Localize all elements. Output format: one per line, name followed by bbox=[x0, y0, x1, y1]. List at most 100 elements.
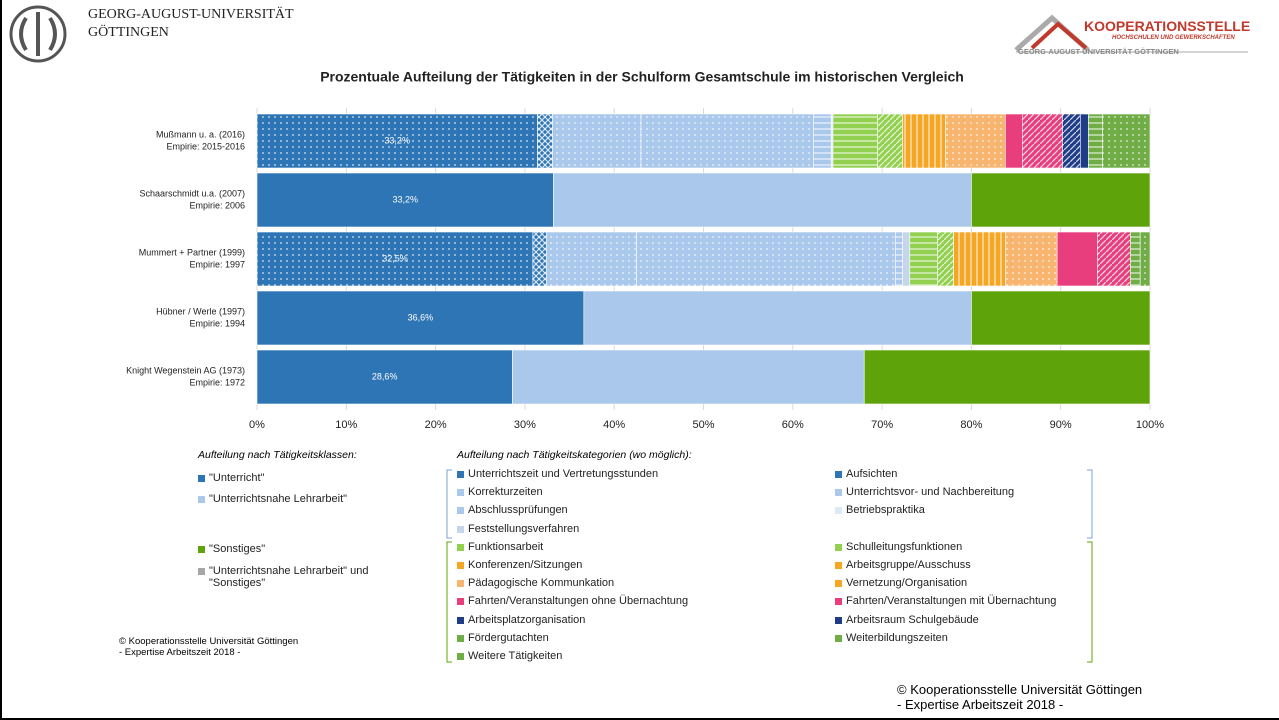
legend-label: Fahrten/Veranstaltungen mit Übernachtung bbox=[846, 595, 1057, 608]
chart-title: Prozentuale Aufteilung der Tätigkeiten i… bbox=[320, 69, 964, 85]
legend-swatch bbox=[457, 562, 464, 569]
bar-segment bbox=[1097, 231, 1131, 287]
legend-label: Fördergutachten bbox=[468, 631, 549, 644]
y-tick-label: Schaarschmidt u.a. (2007) bbox=[139, 188, 245, 198]
y-tick-sublabel: Empirie: 1997 bbox=[189, 259, 245, 269]
footer-left: © Kooperationsstelle Universität Götting… bbox=[119, 636, 298, 658]
legend-swatch bbox=[457, 598, 464, 606]
legend-label: Pädagogische Kommunkation bbox=[468, 577, 615, 590]
bar-segment bbox=[256, 349, 513, 405]
y-tick-label: Hübner / Werle (1997) bbox=[156, 306, 245, 316]
y-tick-sublabel: Empirie: 2006 bbox=[189, 200, 245, 210]
legend-label: "Unterrichtsnahe Lehrarbeit" bbox=[209, 493, 348, 505]
x-tick-label: 0% bbox=[249, 419, 265, 431]
segment-label: 28,6% bbox=[372, 371, 398, 381]
x-tick-label: 10% bbox=[335, 419, 357, 431]
legend-swatch bbox=[198, 475, 205, 482]
legend-item: Feststellungsverfahren bbox=[457, 523, 579, 535]
bar-segment bbox=[813, 113, 832, 169]
legend-swatch bbox=[835, 562, 842, 569]
university-name: GEORG-AUGUST-UNIVERSITÄT GÖTTINGEN bbox=[88, 6, 294, 42]
legend-label: Arbeitsraum Schulgebäude bbox=[846, 613, 979, 626]
bar-segment bbox=[256, 113, 538, 169]
legend-item: Arbeitsgruppe/Ausschuss bbox=[835, 559, 971, 571]
legend-swatch bbox=[457, 634, 464, 642]
partner-logo bbox=[1014, 14, 1248, 53]
legend-label: "Sonstiges" bbox=[209, 543, 266, 555]
footer-right: © Kooperationsstelle Universität Götting… bbox=[897, 682, 1142, 712]
legend-item: Pädagogische Kommunkation bbox=[457, 577, 614, 589]
x-tick-label: 90% bbox=[1050, 419, 1072, 431]
legend-item: "Unterrichtsnahe Lehrarbeit" und "Sonsti… bbox=[198, 565, 408, 589]
y-tick-label: Mußmann u. a. (2016) bbox=[156, 129, 245, 139]
category-legend-title: Aufteilung nach Tätigkeitskategorien (wo… bbox=[457, 449, 692, 461]
legend-item: Abschlussprüfungen bbox=[457, 504, 568, 516]
bar-segment bbox=[553, 172, 972, 228]
bar-segment bbox=[877, 113, 903, 169]
bar-segment bbox=[1005, 231, 1058, 287]
legend-swatch bbox=[835, 489, 842, 497]
bar-segment bbox=[1005, 113, 1023, 169]
legend-swatch bbox=[835, 543, 842, 551]
bar-segment bbox=[832, 113, 878, 169]
legend-swatch bbox=[198, 568, 205, 575]
legend-swatch bbox=[835, 471, 842, 478]
legend-item: Konferenzen/Sitzungen bbox=[457, 559, 582, 571]
legend-swatch bbox=[457, 543, 464, 551]
legend-item: "Unterricht" bbox=[198, 472, 408, 484]
legend-label: Betriebspraktika bbox=[846, 504, 925, 517]
segment-label: 36,6% bbox=[408, 312, 434, 322]
x-tick-label: 40% bbox=[603, 419, 625, 431]
bar-segment bbox=[1022, 113, 1063, 169]
legend-item: "Sonstiges" bbox=[198, 543, 408, 555]
university-line: GEORG-AUGUST-UNIVERSITÄT bbox=[88, 7, 294, 22]
legend-swatch bbox=[457, 653, 464, 660]
legend-item: "Unterrichtsnahe Lehrarbeit" bbox=[198, 493, 408, 505]
legend-label: Unterrichtsvor- und Nachbereitung bbox=[846, 486, 1015, 499]
partner-subtitle: HOCHSCHULEN UND GEWERKSCHAFTEN bbox=[1112, 35, 1235, 41]
legend-swatch bbox=[835, 507, 842, 515]
legend-swatch bbox=[835, 598, 842, 606]
university-line: GÖTTINGEN bbox=[88, 25, 169, 40]
bar-segment bbox=[1102, 113, 1151, 169]
class-legend-title: Aufteilung nach Tätigkeitsklassen: bbox=[198, 449, 357, 461]
legend-item: Unterrichtszeit und Vertretungsstunden bbox=[457, 468, 658, 480]
bar-segment bbox=[895, 231, 903, 287]
chart: Prozentuale Aufteilung der Tätigkeiten i… bbox=[126, 69, 1164, 431]
legend-item: Korrekturzeiten bbox=[457, 486, 543, 498]
bar-segment bbox=[971, 172, 1151, 228]
bar-segment bbox=[863, 349, 1151, 405]
partner-name: KOOPERATIONSSTELLE bbox=[1084, 18, 1251, 34]
bar-segment bbox=[532, 231, 547, 287]
footer-line: - Expertise Arbeitszeit 2018 - bbox=[897, 697, 1064, 712]
bar-segment bbox=[971, 290, 1151, 346]
legend-swatch bbox=[835, 616, 842, 624]
legend-swatch bbox=[198, 546, 205, 553]
legend-label: Abschlussprüfungen bbox=[468, 504, 568, 517]
legend-label: Korrekturzeiten bbox=[468, 486, 543, 499]
legend-label: "Unterricht" bbox=[209, 472, 265, 484]
footer-line: © Kooperationsstelle Universität Götting… bbox=[119, 636, 299, 647]
bar-segment bbox=[1088, 113, 1103, 169]
segment-label: 32,5% bbox=[382, 253, 408, 263]
x-tick-label: 100% bbox=[1136, 419, 1164, 431]
bar-segment bbox=[636, 231, 896, 287]
bar-segment bbox=[937, 231, 954, 287]
legend-item: Schulleitungsfunktionen bbox=[835, 541, 962, 553]
legend-label: Weitere Tätigkeiten bbox=[468, 650, 563, 662]
legend-swatch bbox=[835, 634, 842, 642]
legend-item: Weiterbildungszeiten bbox=[835, 632, 948, 644]
legend-label: Schulleitungsfunktionen bbox=[846, 540, 963, 553]
y-tick-sublabel: Empirie: 1972 bbox=[189, 377, 245, 387]
x-tick-label: 20% bbox=[425, 419, 447, 431]
bar-segment bbox=[1139, 231, 1151, 287]
legend-brackets bbox=[446, 469, 1093, 663]
footer-line: - Expertise Arbeitszeit 2018 - bbox=[119, 647, 241, 658]
legend-label: Konferenzen/Sitzungen bbox=[468, 559, 583, 571]
bar-segment bbox=[583, 290, 972, 346]
bar-segment bbox=[552, 113, 642, 169]
y-tick-label: Knight Wegenstein AG (1973) bbox=[126, 365, 245, 375]
bar-segment bbox=[909, 231, 938, 287]
bar-segment bbox=[256, 290, 585, 346]
x-tick-label: 50% bbox=[692, 419, 714, 431]
